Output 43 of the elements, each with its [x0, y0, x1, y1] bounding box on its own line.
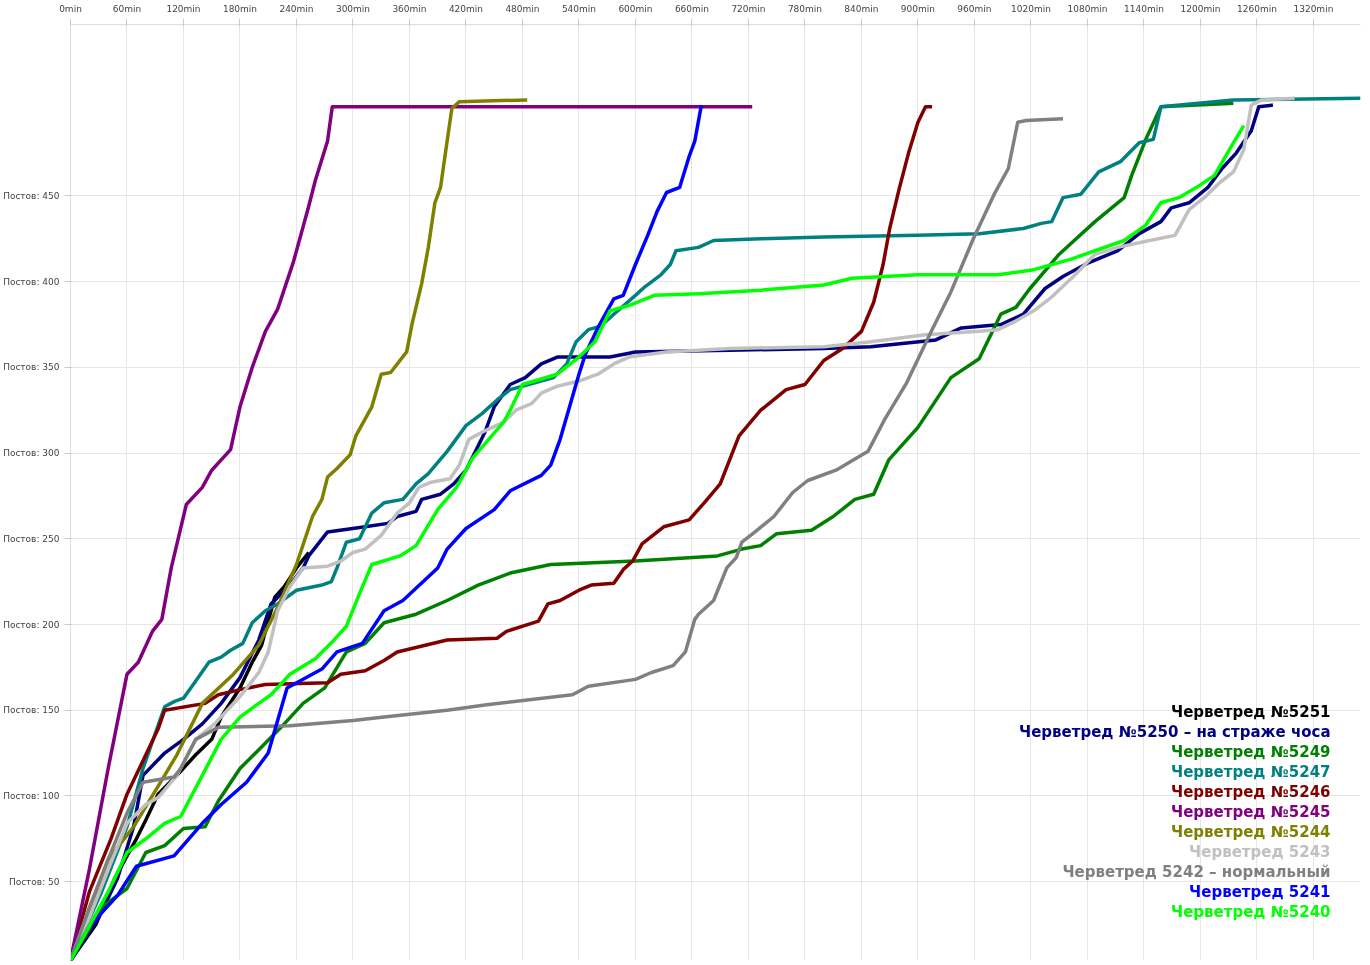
- x-tick-label: 1140min: [1123, 3, 1164, 14]
- x-tick-label: 540min: [561, 3, 597, 14]
- x-tick-label: 360min: [392, 3, 427, 14]
- y-tick-label: Постов: 200: [3, 619, 60, 630]
- x-tick-label: 600min: [618, 3, 653, 14]
- x-tick-label: 840min: [844, 3, 879, 14]
- x-tick-label: 1260min: [1236, 3, 1277, 14]
- y-tick-label: Постов: 300: [3, 448, 60, 459]
- x-tick-label: 0min: [59, 3, 82, 14]
- x-tick-label: 420min: [448, 3, 484, 14]
- x-tick-label: 1200min: [1180, 3, 1221, 14]
- text: Черветред №5245: [1171, 802, 1331, 821]
- x-tick-label: 240min: [279, 3, 314, 14]
- y-tick-label: Постов: 350: [3, 362, 60, 373]
- y-tick-label: Постов: 450: [3, 190, 60, 201]
- x-tick-label: 660min: [674, 3, 710, 14]
- text: Черветред №5249: [1171, 742, 1331, 761]
- x-tick-label: 960min: [957, 3, 992, 14]
- y-tick-label: Постов: 150: [3, 705, 60, 716]
- x-tick-label: 60min: [112, 3, 142, 14]
- text: Черветред 5242 – нормальный: [1062, 862, 1331, 881]
- x-tick-label: 1020min: [1011, 3, 1051, 14]
- y-tick-label: Постов: 50: [8, 876, 60, 887]
- x-tick-label: 480min: [505, 3, 540, 14]
- text: Черветред 5241: [1189, 882, 1331, 901]
- text: Черветред №5247: [1171, 762, 1331, 781]
- x-tick-label: 1320min: [1293, 3, 1334, 14]
- x-tick-label: 300min: [335, 3, 371, 14]
- text: Черветред №5246: [1171, 782, 1331, 801]
- y-tick-label: Постов: 100: [3, 790, 60, 801]
- text: Черветред 5243: [1189, 842, 1331, 861]
- x-tick-label: 720min: [731, 3, 766, 14]
- x-tick-label: 120min: [166, 3, 201, 14]
- text: Черветред №5244: [1171, 822, 1331, 841]
- x-tick-label: 900min: [900, 3, 936, 14]
- text: Черветред №5250 – на страже чоса: [1019, 722, 1331, 741]
- y-tick-label: Постов: 400: [3, 276, 60, 287]
- y-tick-label: Постов: 250: [3, 533, 60, 544]
- x-tick-label: 1080min: [1067, 3, 1108, 14]
- text: Черветред №5240: [1171, 902, 1331, 921]
- text: Черветред №5251: [1171, 702, 1331, 721]
- x-tick-label: 180min: [222, 3, 258, 14]
- x-tick-label: 780min: [787, 3, 823, 14]
